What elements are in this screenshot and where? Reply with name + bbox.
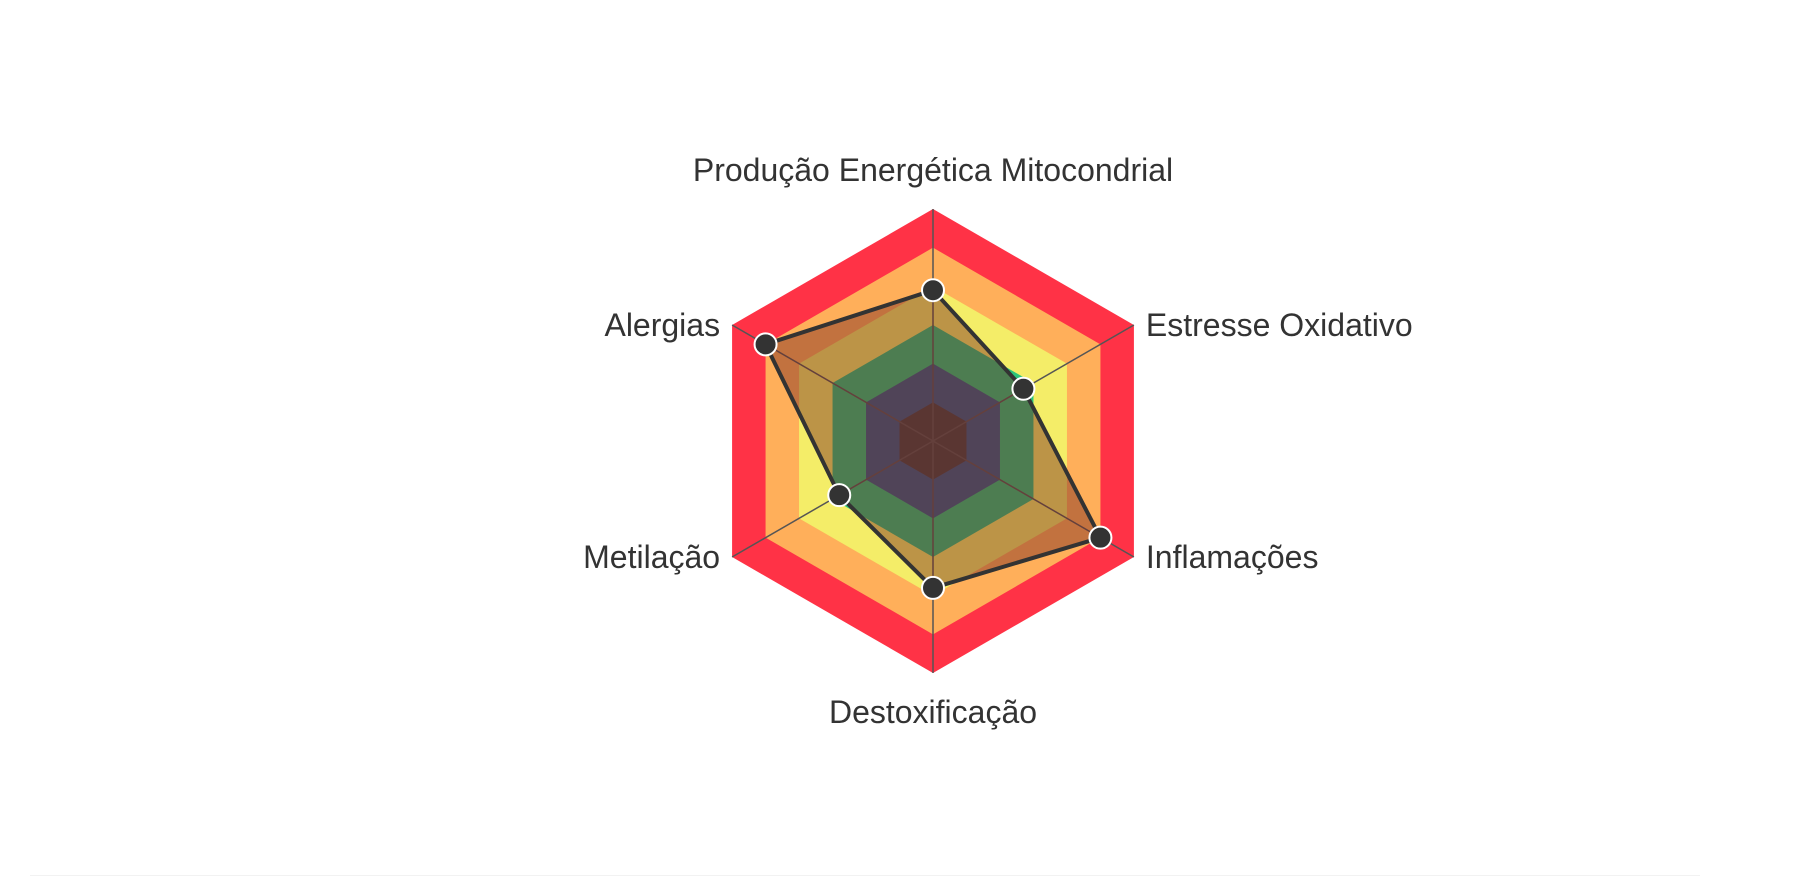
data-point-5[interactable] [827, 483, 852, 508]
data-point-2[interactable] [1011, 376, 1036, 401]
axis-label-5: Metilação [583, 539, 720, 575]
data-point-3[interactable] [1088, 525, 1113, 550]
data-point-4[interactable] [921, 575, 945, 600]
bottom-divider [30, 875, 1700, 876]
label-layer: Produção Energética Mitocondrial Estresse… [583, 152, 1413, 730]
series-layer [753, 278, 1113, 600]
data-point-6[interactable] [753, 332, 778, 357]
data-point-1[interactable] [921, 278, 945, 303]
axis-label-4: Destoxificação [829, 694, 1037, 730]
axis-label-6: Alergias [604, 307, 720, 343]
axis-label-1: Produção Energética Mitocondrial [693, 152, 1173, 188]
axis-label-3: Inflamações [1146, 539, 1319, 575]
axis-label-2: Estresse Oxidativo [1146, 307, 1413, 343]
